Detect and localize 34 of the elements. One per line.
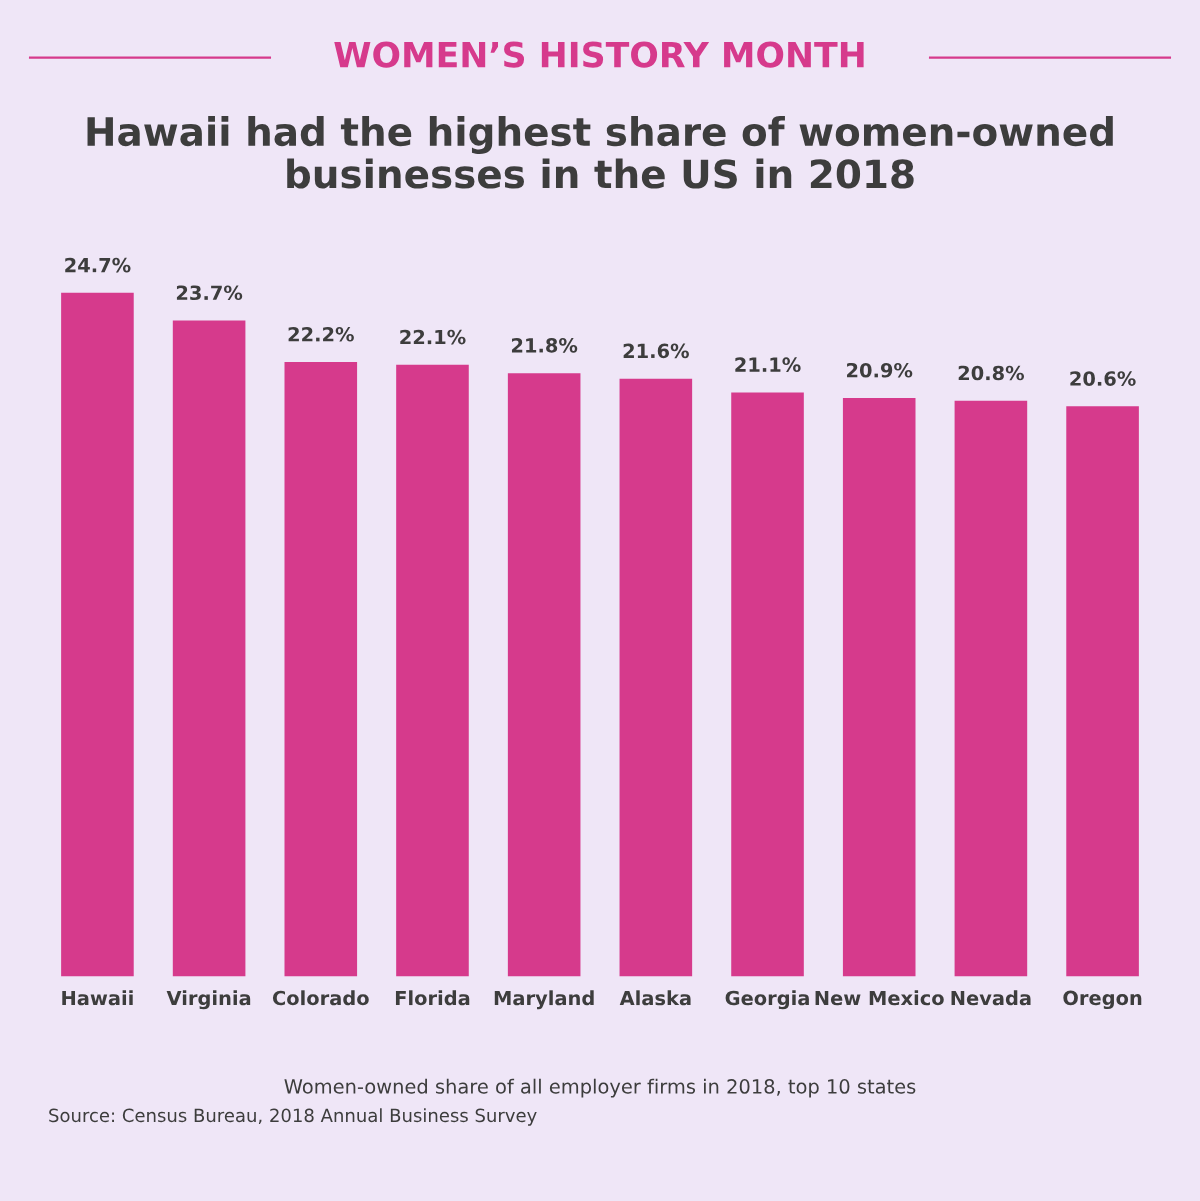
bar [61,292,134,977]
data-label: 21.8% [511,337,578,353]
bar [172,320,246,977]
bar [507,373,581,977]
x-axis-title: Women-owned share of all employer firms in 2018, top 10 states [284,1078,916,1098]
data-label: 22.2% [288,326,354,342]
data-label: 20.6% [1070,371,1136,386]
source-note: Source: Census Bureau, 2018 Annual Business Survey [49,1108,537,1126]
x-tick-label: Virginia [166,990,251,1010]
x-tick-label: New Mexico [815,990,944,1006]
chart-subtitle: WOMEN’S HISTORY MONTH [334,41,864,68]
data-label: 21.1% [735,357,801,373]
bar [842,398,916,977]
data-label: 24.7% [65,257,131,273]
x-tick-label: Alaska [619,990,691,1006]
bar [731,392,804,977]
bar [396,364,469,977]
data-label: 20.9% [847,362,913,378]
data-label: 22.1% [400,329,466,345]
x-tick-label: Oregon [1063,990,1142,1010]
x-tick-label: Florida [395,990,470,1006]
bar [1066,406,1139,977]
data-label: 23.7% [176,285,243,301]
chart-title: Hawaii had the highest share of women-owned businesses in the US in 2018 [87,116,1113,189]
x-tick-label: Maryland [494,990,594,1010]
x-tick-label: Colorado [272,990,369,1006]
x-tick-label: Georgia [725,990,809,1010]
x-tick-label: Hawaii [62,990,133,1006]
data-label: 21.6% [623,343,689,359]
bar [284,362,358,977]
data-label: 20.8% [958,365,1024,381]
bar [619,378,693,977]
bar [954,400,1028,977]
x-tick-label: Nevada [951,990,1031,1006]
